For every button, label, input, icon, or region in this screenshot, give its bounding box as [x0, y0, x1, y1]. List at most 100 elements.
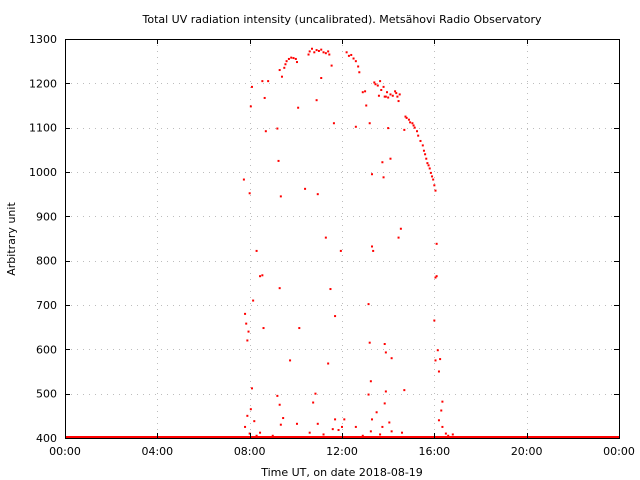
data-point	[249, 105, 252, 108]
data-point	[431, 175, 434, 178]
data-point	[283, 66, 286, 69]
data-point	[304, 187, 307, 190]
data-point	[310, 47, 313, 50]
data-point	[324, 52, 327, 55]
data-point	[354, 425, 357, 428]
data-point	[298, 327, 301, 330]
data-points	[242, 47, 454, 439]
y-tick-label: 1300	[29, 33, 57, 46]
data-point	[403, 389, 406, 392]
x-tick-label: 20:00	[511, 445, 543, 458]
data-point	[375, 411, 378, 414]
data-point	[367, 393, 370, 396]
data-point	[405, 116, 408, 119]
data-point	[432, 178, 435, 181]
data-point	[449, 436, 452, 439]
data-point	[386, 91, 389, 94]
data-point	[244, 425, 247, 428]
data-point	[315, 99, 318, 102]
chart-title: Total UV radiation intensity (uncalibrat…	[142, 13, 542, 26]
data-point	[279, 423, 282, 426]
data-point	[436, 349, 439, 352]
data-point	[276, 394, 279, 397]
data-point	[379, 433, 382, 436]
data-point	[285, 60, 288, 63]
data-point	[429, 171, 432, 174]
data-point	[354, 125, 357, 128]
data-point	[282, 417, 285, 420]
data-point	[349, 436, 352, 439]
data-point	[369, 380, 372, 383]
data-point	[339, 249, 342, 252]
data-point	[435, 242, 438, 245]
data-point	[244, 312, 247, 315]
data-point	[322, 51, 325, 54]
data-point	[307, 53, 310, 56]
data-point	[427, 164, 430, 167]
data-point	[358, 71, 361, 74]
data-point	[433, 319, 436, 322]
data-point	[262, 327, 265, 330]
data-point	[261, 274, 264, 277]
data-point	[261, 80, 264, 83]
data-point	[329, 288, 332, 291]
data-point	[447, 434, 450, 437]
data-point	[404, 115, 407, 118]
data-point	[332, 122, 335, 125]
data-point	[324, 236, 327, 239]
data-point	[308, 431, 311, 434]
data-point	[437, 370, 440, 373]
data-point	[381, 425, 384, 428]
data-point	[368, 341, 371, 344]
grid-lines	[65, 39, 619, 438]
data-point	[412, 124, 415, 127]
data-point	[290, 56, 293, 59]
data-point	[433, 184, 436, 187]
data-point	[373, 81, 376, 84]
data-point	[331, 428, 334, 431]
data-point	[444, 432, 447, 435]
data-point	[413, 126, 416, 129]
data-point	[284, 63, 287, 66]
x-tick-label: 00:00	[603, 445, 635, 458]
data-point	[383, 95, 386, 98]
data-point	[248, 432, 251, 435]
data-point	[435, 275, 438, 278]
data-point	[314, 392, 317, 395]
data-point	[278, 287, 281, 290]
data-point	[278, 403, 281, 406]
data-point	[416, 130, 419, 133]
data-point	[391, 94, 394, 97]
y-tick-label: 1100	[29, 122, 57, 135]
data-point	[287, 57, 290, 60]
data-point	[347, 54, 350, 57]
y-tick-label: 400	[36, 432, 57, 445]
data-point	[397, 236, 400, 239]
data-point	[379, 80, 382, 83]
data-point	[259, 431, 262, 434]
data-point	[280, 75, 283, 78]
data-point	[264, 130, 267, 133]
data-point	[291, 436, 294, 439]
data-point	[341, 425, 343, 428]
data-point	[382, 176, 385, 179]
data-point	[327, 50, 330, 53]
data-point	[428, 167, 431, 170]
data-point	[252, 299, 255, 302]
data-point	[396, 95, 399, 98]
data-point	[384, 95, 387, 98]
data-point	[390, 430, 393, 433]
data-point	[371, 173, 374, 176]
data-point	[259, 275, 262, 278]
data-point	[398, 93, 401, 96]
data-point	[388, 421, 391, 424]
data-point	[361, 434, 364, 437]
data-point	[271, 434, 274, 437]
data-point	[247, 330, 250, 333]
data-point	[334, 315, 337, 318]
data-point	[350, 53, 353, 56]
data-point	[297, 106, 300, 109]
data-point	[255, 434, 258, 437]
data-point	[383, 343, 386, 346]
data-point	[278, 69, 281, 72]
